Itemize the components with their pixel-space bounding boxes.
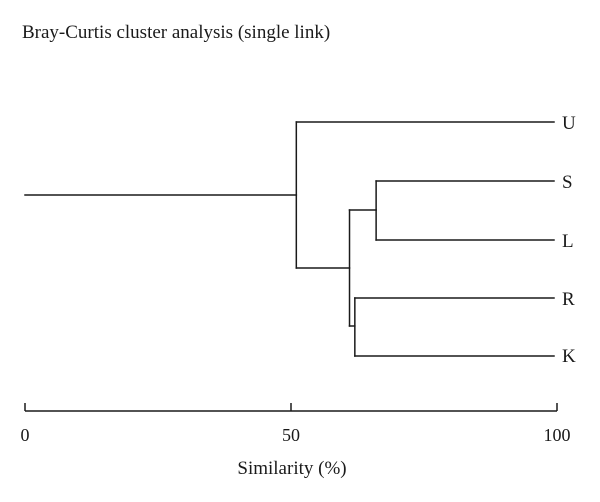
leaf-label-l: L: [562, 231, 574, 252]
leaf-label-k: K: [562, 346, 576, 367]
chart-title: Bray-Curtis cluster analysis (single lin…: [22, 22, 330, 43]
leaf-label-s: S: [562, 172, 573, 193]
leaf-label-u: U: [562, 113, 576, 134]
dendrogram-branches: [24, 121, 555, 357]
leaf-label-r: R: [562, 289, 575, 310]
x-tick-label-50: 50: [282, 425, 300, 445]
x-tick-label-100: 100: [544, 425, 571, 445]
x-axis-label: Similarity (%): [237, 458, 346, 479]
x-axis: 0 50 100: [21, 403, 571, 445]
x-tick-label-0: 0: [21, 425, 30, 445]
